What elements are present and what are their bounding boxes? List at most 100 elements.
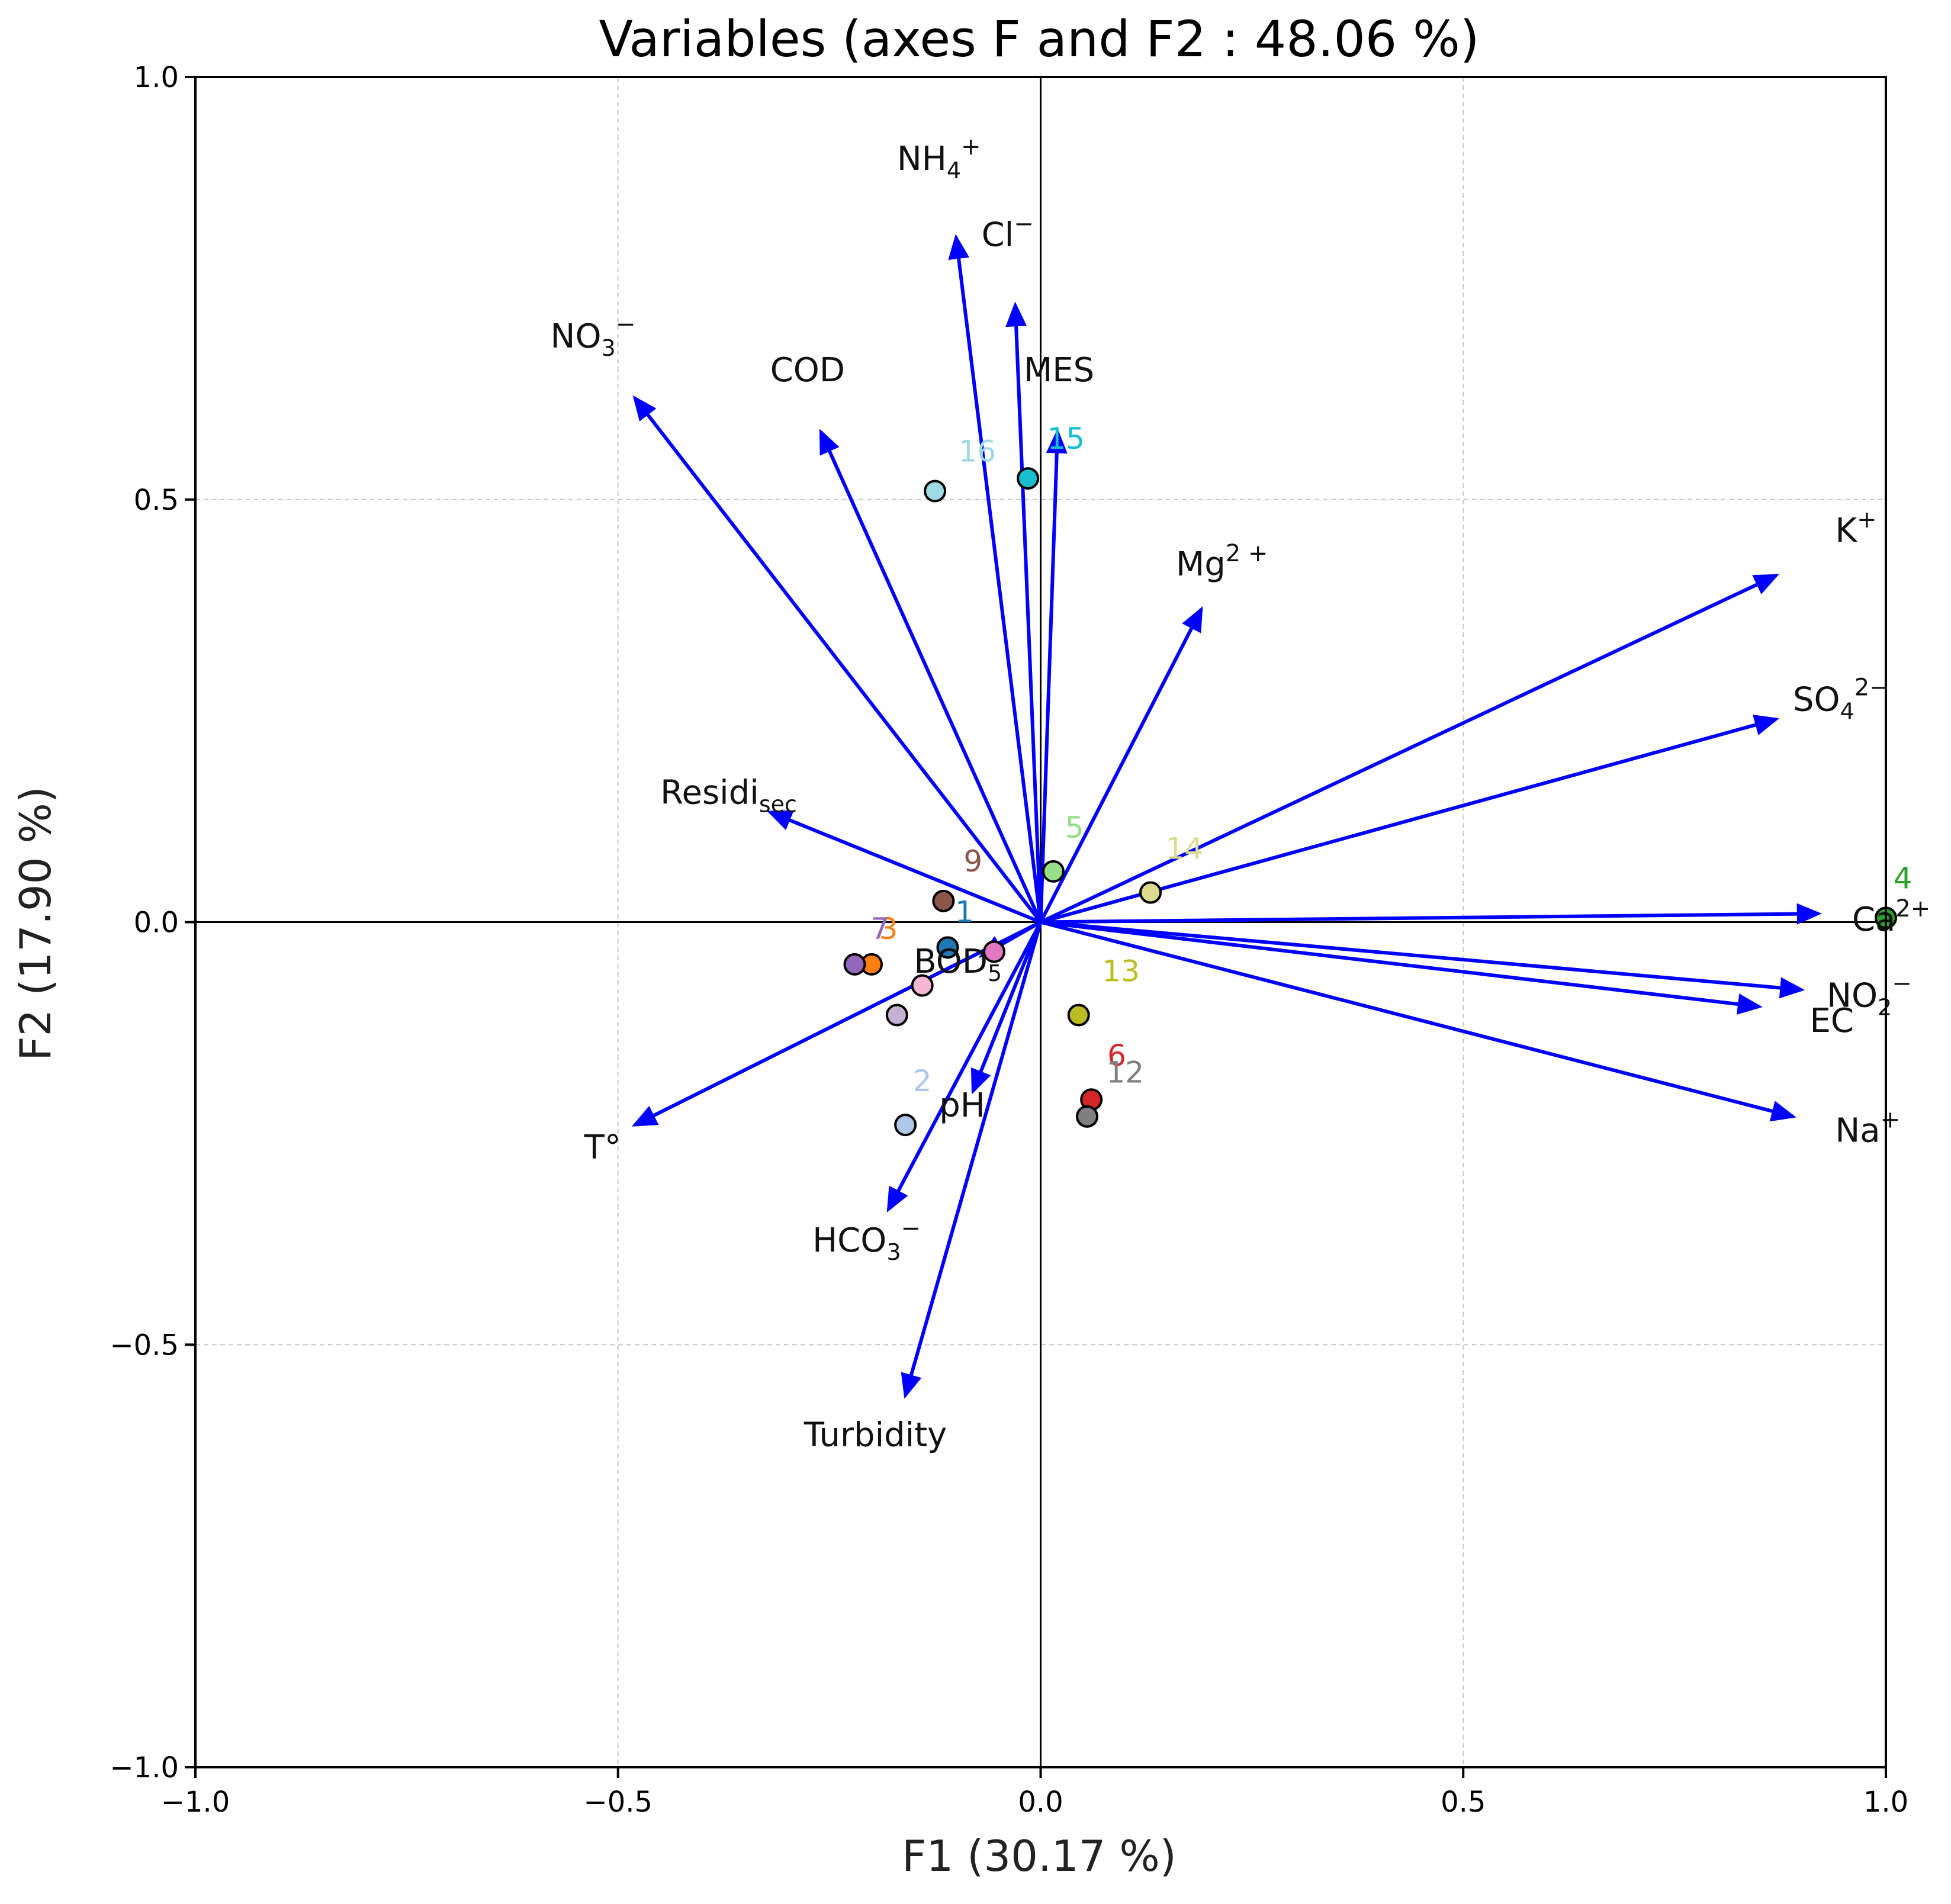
observation-point-10	[982, 940, 1005, 963]
label-superscript: +	[1857, 506, 1877, 533]
observation-label-16: 16	[959, 435, 997, 469]
label-subscript: 3	[886, 1239, 901, 1265]
observation-point-9	[932, 889, 955, 912]
variable-arrows	[631, 234, 1822, 1399]
arrow-HCO3-	[886, 921, 1043, 1213]
observation-label-1: 1	[955, 895, 974, 930]
arrow-Mg2+	[1039, 606, 1203, 923]
label-subscript: sec	[759, 792, 797, 818]
label-T°: T°	[584, 1128, 621, 1167]
observation-label-9: 9	[963, 844, 982, 879]
observation-point-11	[885, 1004, 908, 1027]
label-EC: EC	[1810, 1002, 1854, 1040]
label-superscript: −	[901, 1215, 921, 1242]
label-MES: MES	[1024, 351, 1094, 390]
label-main: pH	[939, 1086, 985, 1125]
label-superscript: +	[1881, 1107, 1901, 1134]
label-superscript: 2 +	[1226, 540, 1268, 567]
label-superscript: −	[1892, 970, 1912, 997]
label-COD: COD	[770, 351, 845, 390]
observation-point-15	[1017, 467, 1040, 490]
arrow-MES	[1039, 428, 1068, 922]
label-main: Mg	[1176, 545, 1226, 584]
x-axis-label: F1 (30.17 %)	[902, 1831, 1177, 1881]
axis-ticks: −1.0 −0.5 0.0 0.5 1.0 −1.0 −0.5 0.0 0.5 1.0	[110, 61, 1908, 1819]
label-Cl-: Cl−	[982, 211, 1034, 255]
label-main: EC	[1810, 1002, 1854, 1040]
observation-label-3: 3	[879, 912, 898, 946]
arrow-Turbidity	[901, 921, 1043, 1399]
observation-label-12: 12	[1106, 1056, 1144, 1090]
observation-point-5	[1042, 860, 1065, 883]
observation-point-2	[894, 1114, 917, 1137]
observation-label-5: 5	[1065, 811, 1084, 845]
label-Turbidity: Turbidity	[803, 1416, 947, 1455]
arrow-Na+	[1040, 920, 1796, 1122]
arrow-Ca2+	[1040, 903, 1822, 925]
observation-label-2: 2	[913, 1064, 932, 1098]
observation-point-12	[1076, 1105, 1099, 1128]
label-main: Ca	[1852, 900, 1895, 939]
arrow-K+	[1040, 574, 1779, 924]
label-superscript: −	[1014, 211, 1034, 238]
y-axis-label: F2 (17.90 %)	[11, 786, 60, 1061]
arrow-NO2-	[1040, 920, 1805, 999]
arrow-NH4+	[948, 234, 1043, 922]
arrow-pH	[970, 921, 1043, 1095]
arrow-SO42-	[1040, 715, 1780, 924]
label-superscript: −	[616, 311, 636, 338]
label-main: SO	[1793, 681, 1840, 719]
y-tick-label: −0.5	[110, 1329, 179, 1362]
observation-point-1	[936, 936, 959, 959]
label-subscript: 4	[947, 157, 961, 184]
x-tick-label: −0.5	[583, 1786, 653, 1819]
label-superscript: 2−	[1854, 674, 1889, 702]
label-main: NO	[551, 317, 602, 356]
observation-label-14: 14	[1165, 831, 1203, 866]
y-tick-label: 0.0	[134, 906, 179, 940]
label-SO42-: SO42−	[1793, 674, 1889, 725]
chart-title: Variables (axes F and F2 : 48.06 %)	[599, 10, 1479, 68]
label-Ca2+: Ca2+	[1852, 895, 1930, 939]
label-subscript: 3	[602, 335, 616, 361]
label-main: COD	[770, 351, 845, 390]
label-Mg2+: Mg2 +	[1176, 540, 1268, 584]
label-HCO3-: HCO3−	[812, 1215, 921, 1265]
label-pH: pH	[939, 1086, 985, 1125]
observation-label-6: 6	[1107, 1038, 1126, 1073]
label-main: Na	[1835, 1112, 1880, 1150]
arrow-Cl-	[1005, 301, 1043, 922]
x-tick-label: 1.0	[1863, 1786, 1908, 1819]
observation-label-13: 13	[1102, 954, 1140, 988]
y-tick-label: −1.0	[110, 1751, 179, 1784]
x-tick-label: −1.0	[161, 1786, 230, 1819]
x-tick-label: 0.5	[1441, 1786, 1486, 1819]
label-Residisec: Residisec	[660, 774, 797, 818]
label-main: Cl	[982, 216, 1014, 255]
label-NO3-: NO3−	[551, 311, 636, 361]
label-superscript: +	[961, 133, 981, 160]
label-main: NH	[897, 140, 947, 178]
label-main: T°	[584, 1128, 621, 1167]
observation-label-4: 4	[1894, 861, 1913, 895]
label-main: Turbidity	[803, 1416, 947, 1455]
label-main: HCO	[812, 1221, 886, 1260]
observation-point-7	[843, 953, 866, 976]
arrow-NO3-	[632, 395, 1042, 924]
arrow-EC	[1040, 920, 1763, 1015]
label-main: NO	[1827, 976, 1878, 1015]
observation-label-7: 7	[870, 912, 889, 946]
label-NH4+: NH4+	[897, 133, 981, 184]
observation-points	[843, 467, 1897, 1137]
y-tick-label: 0.5	[134, 484, 179, 517]
label-BOD5: BOD5	[914, 943, 1002, 986]
label-superscript: 2+	[1895, 895, 1930, 922]
y-tick-label: 1.0	[134, 61, 179, 94]
label-main: Residi	[660, 774, 759, 812]
observation-point-8	[911, 974, 934, 997]
label-subscript: 4	[1840, 699, 1854, 725]
